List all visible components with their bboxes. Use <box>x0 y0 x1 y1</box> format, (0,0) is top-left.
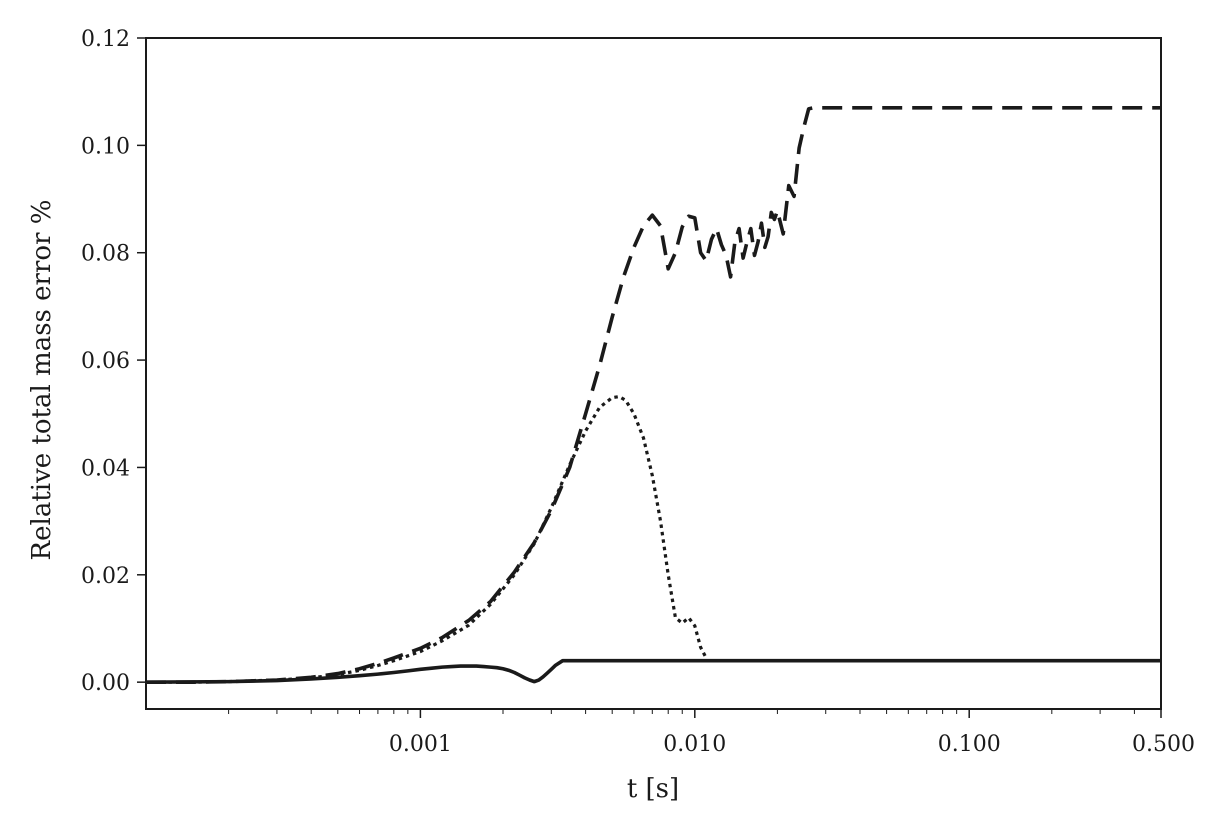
y-tick-label: 0.02 <box>81 564 130 589</box>
y-tick-label: 0.00 <box>81 671 130 696</box>
series-line-dashed <box>146 105 1161 684</box>
x-axis-label: t [s] <box>627 774 679 804</box>
tick-layer: 0.00 0.02 0.04 0.06 0.08 0.10 0.12 0.001 0.010 0.… <box>81 27 1195 757</box>
y-tick-label: 0.12 <box>81 27 130 52</box>
x-tick-label: 0.001 <box>389 732 452 757</box>
plot-frame <box>145 37 1162 710</box>
series-line-solid <box>145 658 1161 684</box>
series-layer <box>145 105 1161 684</box>
y-tick-label: 0.10 <box>81 134 130 159</box>
x-tick-label: 0.500 <box>1132 732 1195 757</box>
y-tick-label: 0.06 <box>81 349 130 374</box>
y-tick-label: 0.08 <box>81 242 130 267</box>
x-tick-label: 0.100 <box>938 732 1001 757</box>
x-tick-label: 0.010 <box>663 732 726 757</box>
y-tick-label: 0.04 <box>81 456 130 481</box>
y-axis-label: Relative total mass error % <box>27 200 57 561</box>
